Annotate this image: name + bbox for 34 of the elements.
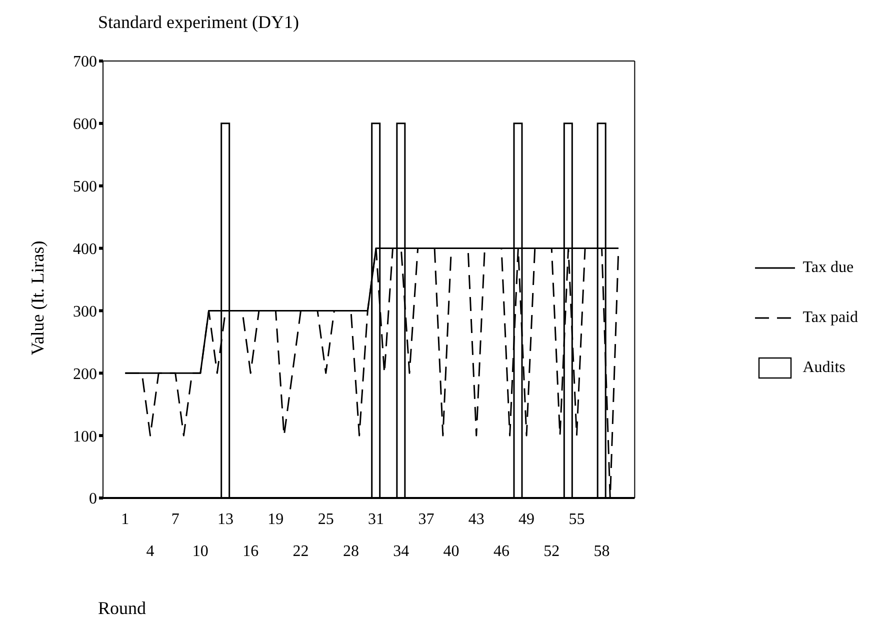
y-tick-label: 0 [89,490,97,508]
y-axis-title: Value (It. Liras) [28,240,48,356]
x-tick-label: 37 [418,511,434,528]
x-tick-label: 10 [192,543,208,560]
x-axis-title: Round [98,598,146,619]
x-tick-label: 28 [342,543,359,560]
x-tick-label: 7 [171,511,180,528]
x-tick-label: 55 [568,511,585,528]
x-tick-label: 22 [292,543,309,560]
y-tick-label: 500 [73,178,97,196]
y-tick-label: 100 [73,428,97,446]
x-tick-label: 25 [318,511,334,528]
y-tick-label: 700 [73,54,97,71]
legend-label: Tax due [802,259,854,277]
y-tick-label: 400 [73,240,97,258]
chart-title: Standard experiment (DY1) [98,12,299,33]
x-tick-label: 52 [544,543,560,560]
x-tick-label: 43 [468,511,484,528]
x-tick-label: 49 [518,511,535,528]
legend-label: Audits [802,359,846,377]
x-tick-label: 13 [218,511,234,528]
x-tick-label: 58 [594,543,610,560]
x-tick-label: 40 [443,543,460,560]
y-tick-label: 200 [73,366,97,383]
legend-label: Tax paid [802,309,858,327]
y-tick-label: 300 [73,303,97,320]
x-tick-label: 1 [121,511,130,528]
x-tick-label: 19 [268,511,284,528]
x-tick-label: 46 [493,543,510,560]
x-tick-label: 34 [393,543,410,560]
x-tick-label: 4 [146,543,154,560]
x-tick-label: 31 [368,511,384,528]
y-tick-label: 600 [73,116,97,134]
x-tick-label: 16 [242,543,259,560]
